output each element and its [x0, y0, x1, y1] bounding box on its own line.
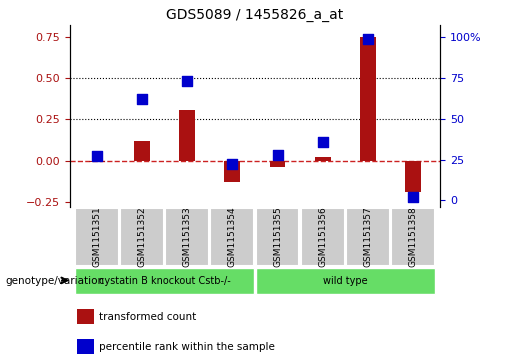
Text: wild type: wild type [323, 276, 368, 286]
Point [319, 139, 327, 144]
Point [93, 154, 101, 159]
Text: GSM1151351: GSM1151351 [92, 207, 101, 267]
Bar [315, 158, 331, 161]
Title: GDS5089 / 1455826_a_at: GDS5089 / 1455826_a_at [166, 8, 344, 22]
Bar [255, 208, 299, 266]
Bar [120, 208, 164, 266]
Bar [346, 208, 390, 266]
Bar [211, 208, 254, 266]
Point [228, 162, 236, 167]
Bar [270, 161, 285, 167]
Text: GSM1151358: GSM1151358 [409, 207, 418, 267]
Point [364, 36, 372, 41]
Bar [77, 339, 94, 354]
Bar [360, 37, 376, 161]
Text: GSM1151357: GSM1151357 [364, 207, 372, 267]
Bar [75, 268, 254, 294]
Point [273, 152, 282, 158]
Point [409, 194, 417, 200]
Bar [179, 110, 195, 161]
Bar [77, 309, 94, 324]
Text: GSM1151354: GSM1151354 [228, 207, 237, 267]
Text: transformed count: transformed count [99, 312, 196, 322]
Point [138, 96, 146, 102]
Bar [391, 208, 435, 266]
Point [183, 78, 191, 84]
Text: GSM1151356: GSM1151356 [318, 207, 327, 267]
Bar [225, 161, 240, 182]
Text: GSM1151355: GSM1151355 [273, 207, 282, 267]
Text: GSM1151353: GSM1151353 [183, 207, 192, 267]
Text: cystatin B knockout Cstb-/-: cystatin B knockout Cstb-/- [98, 276, 230, 286]
Bar [89, 161, 105, 162]
Bar [255, 268, 435, 294]
Bar [165, 208, 209, 266]
Text: GSM1151352: GSM1151352 [138, 207, 146, 267]
Bar [134, 141, 150, 161]
Bar [75, 208, 118, 266]
Text: genotype/variation: genotype/variation [5, 276, 104, 286]
Bar [301, 208, 345, 266]
Bar [405, 161, 421, 192]
Text: percentile rank within the sample: percentile rank within the sample [99, 342, 275, 352]
